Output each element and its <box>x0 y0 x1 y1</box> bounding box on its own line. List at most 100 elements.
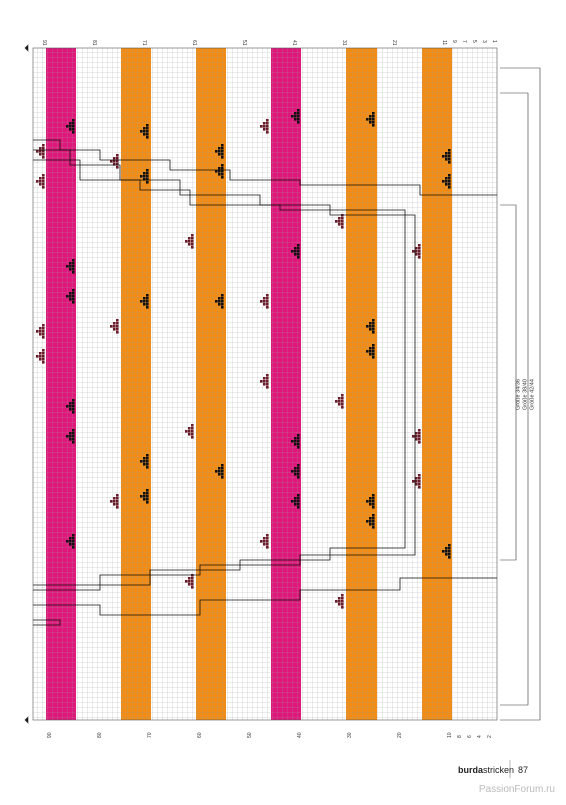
row-number-bottom: 20 <box>397 732 403 738</box>
motif-stitch <box>69 435 72 438</box>
motif-stitch <box>369 520 372 523</box>
motif-stitch <box>191 237 194 240</box>
size-lines <box>33 139 497 626</box>
motif-stitch <box>36 330 39 333</box>
motif-stitch <box>294 118 297 121</box>
motif-stitch <box>42 361 45 364</box>
motif-stitch <box>146 460 149 463</box>
motif-stitch <box>39 153 42 156</box>
motif-stitch <box>113 322 116 325</box>
row-number-bottom: 60 <box>197 732 203 738</box>
motif-stitch <box>116 322 119 325</box>
motif-stitch <box>143 460 146 463</box>
motif-stitch <box>191 234 194 237</box>
motif-stitch <box>294 500 297 503</box>
motif-stitch <box>215 470 218 473</box>
motif-stitch <box>69 265 72 268</box>
motif-stitch <box>218 470 221 473</box>
motif-stitch <box>366 500 369 503</box>
motif-stitch <box>341 594 344 597</box>
motif-stitch <box>69 295 72 298</box>
motif-stitch <box>418 483 421 486</box>
motif-stitch <box>297 109 300 112</box>
motif-stitch <box>369 118 372 121</box>
motif-stitch <box>338 223 341 226</box>
motif-stitch <box>415 247 418 250</box>
motif-stitch <box>221 294 224 297</box>
motif-stitch <box>72 301 75 304</box>
size-brackets <box>24 44 541 724</box>
motif-stitch <box>113 163 116 166</box>
motif-stitch <box>146 172 149 175</box>
motif-stitch <box>146 178 149 181</box>
motif-stitch <box>297 446 300 449</box>
motif-stitch <box>146 306 149 309</box>
motif-stitch <box>72 298 75 301</box>
motif-stitch <box>116 154 119 157</box>
motif-stitch <box>69 543 72 546</box>
motif-stitch <box>338 220 341 223</box>
motif-stitch <box>297 437 300 440</box>
motif-stitch <box>110 160 113 163</box>
motif-stitch <box>218 173 221 176</box>
motif-stitch <box>369 523 372 526</box>
row-number-bottom: 2 <box>487 735 493 738</box>
motif-stitch <box>266 128 269 131</box>
motif-stitch <box>266 297 269 300</box>
motif-stitch <box>42 333 45 336</box>
motif-stitch <box>266 534 269 537</box>
motif-stitch <box>39 333 42 336</box>
motif-stitch <box>143 297 146 300</box>
motif-stitch <box>297 503 300 506</box>
motif-stitch <box>294 467 297 470</box>
motif-stitch <box>42 180 45 183</box>
motif-stitch <box>341 597 344 600</box>
motif-stitch <box>218 297 221 300</box>
motif-stitch <box>448 556 451 559</box>
motif-stitch <box>369 115 372 118</box>
motif-stitch <box>72 292 75 295</box>
motif-stitch <box>297 440 300 443</box>
motif-stitch <box>221 303 224 306</box>
motif-stitch <box>372 319 375 322</box>
motif-stitch <box>42 153 45 156</box>
motif-stitch <box>266 303 269 306</box>
motif-stitch <box>297 467 300 470</box>
motif-stitch <box>72 534 75 537</box>
motif-stitch <box>146 130 149 133</box>
motif-stitch <box>215 300 218 303</box>
motif-stitch <box>263 380 266 383</box>
motif-stitch <box>297 250 300 253</box>
motif-stitch <box>297 112 300 115</box>
motif-stitch <box>116 319 119 322</box>
motif-stitch <box>66 265 69 268</box>
motif-stitch <box>335 220 338 223</box>
motif-stitch <box>191 240 194 243</box>
motif-stitch <box>263 543 266 546</box>
motif-stitch <box>415 250 418 253</box>
motif-stitch <box>221 306 224 309</box>
motif-stitch <box>116 166 119 169</box>
motif-stitch <box>372 118 375 121</box>
motif-stitch <box>66 295 69 298</box>
motif-stitch <box>448 550 451 553</box>
row-number-top: 71 <box>141 40 147 46</box>
motif-stitch <box>297 494 300 497</box>
motif-stitch <box>412 435 415 438</box>
motif-stitch <box>191 577 194 580</box>
motif-stitch <box>291 440 294 443</box>
motif-stitch <box>72 399 75 402</box>
motif-stitch <box>143 300 146 303</box>
motif-stitch <box>266 386 269 389</box>
motif-stitch <box>113 503 116 506</box>
motif-stitch <box>218 150 221 153</box>
brand-suffix: stricken <box>483 765 514 775</box>
motif-stitch <box>291 470 294 473</box>
row-number-top: 7 <box>461 40 467 43</box>
motif-stitch <box>42 186 45 189</box>
motif-stitch <box>218 147 221 150</box>
motif-stitch <box>369 503 372 506</box>
motif-stitch <box>221 147 224 150</box>
motif-stitch <box>146 169 149 172</box>
motif-stitch <box>266 537 269 540</box>
